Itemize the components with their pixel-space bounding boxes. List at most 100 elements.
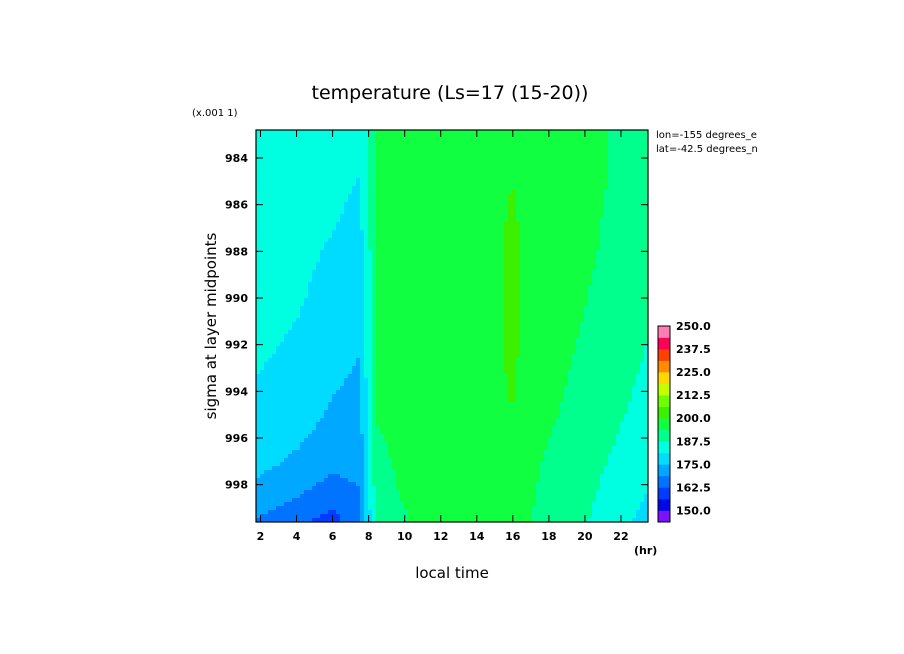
contour-cell [408, 198, 413, 203]
contour-cell [420, 130, 425, 135]
contour-cell [432, 254, 437, 259]
contour-cell [504, 218, 509, 223]
contour-cell [608, 194, 613, 199]
contour-cell [408, 162, 413, 167]
contour-cell [448, 166, 453, 171]
contour-cell [352, 254, 357, 259]
contour-cell [508, 282, 513, 287]
contour-cell [384, 286, 389, 291]
contour-cell [576, 174, 581, 179]
contour-cell [640, 210, 645, 215]
contour-cell [624, 326, 629, 331]
contour-cell [356, 142, 361, 147]
contour-cell [596, 174, 601, 179]
contour-cell [472, 134, 477, 139]
contour-cell [420, 326, 425, 331]
contour-cell [292, 266, 297, 271]
contour-cell [436, 230, 441, 235]
contour-cell [308, 282, 313, 287]
contour-cell [332, 222, 337, 227]
contour-cell [340, 174, 345, 179]
contour-cell [280, 238, 285, 243]
contour-cell [384, 294, 389, 299]
contour-cell [392, 326, 397, 331]
contour-cell [420, 258, 425, 263]
contour-cell [600, 202, 605, 207]
contour-cell [260, 222, 265, 227]
contour-cell [536, 294, 541, 299]
contour-cell [584, 254, 589, 259]
contour-cell [260, 330, 265, 335]
contour-cell [260, 142, 265, 147]
contour-cell [548, 238, 553, 243]
contour-cell [604, 230, 609, 235]
contour-cell [368, 294, 373, 299]
contour-cell [564, 174, 569, 179]
contour-cell [300, 306, 305, 311]
contour-cell [340, 306, 345, 311]
contour-cell [468, 302, 473, 307]
contour-cell [412, 242, 417, 247]
contour-cell [604, 286, 609, 291]
contour-cell [452, 302, 457, 307]
contour-cell [464, 330, 469, 335]
contour-cell [576, 130, 581, 135]
contour-cell [580, 214, 585, 219]
contour-cell [580, 242, 585, 247]
contour-cell [404, 130, 409, 135]
contour-cell [272, 130, 277, 135]
contour-cell [464, 302, 469, 307]
contour-cell [504, 330, 509, 335]
contour-cell [612, 318, 617, 323]
contour-cell [272, 298, 277, 303]
contour-cell [312, 278, 317, 283]
contour-cell [432, 134, 437, 139]
contour-cell [564, 242, 569, 247]
contour-cell [256, 254, 261, 259]
contour-cell [552, 282, 557, 287]
contour-cell [620, 222, 625, 227]
contour-cell [544, 322, 549, 327]
contour-cell [356, 138, 361, 143]
contour-cell [592, 318, 597, 323]
contour-cell [516, 234, 521, 239]
contour-cell [488, 290, 493, 295]
contour-cell [292, 134, 297, 139]
contour-cell [316, 182, 321, 187]
contour-cell [456, 298, 461, 303]
contour-cell [596, 182, 601, 187]
contour-cell [372, 250, 377, 255]
contour-cell [372, 222, 377, 227]
contour-cell [352, 130, 357, 135]
contour-cell [544, 298, 549, 303]
contour-cell [308, 266, 313, 271]
contour-cell [620, 242, 625, 247]
contour-cell [624, 270, 629, 275]
contour-cell [492, 266, 497, 271]
contour-cell [272, 306, 277, 311]
contour-cell [324, 186, 329, 191]
contour-cell [268, 262, 273, 267]
contour-cell [332, 270, 337, 275]
contour-cell [404, 162, 409, 167]
contour-cell [268, 226, 273, 231]
contour-cell [472, 270, 477, 275]
contour-cell [408, 222, 413, 227]
contour-cell [280, 298, 285, 303]
contour-cell [340, 178, 345, 183]
contour-cell [632, 146, 637, 151]
contour-cell [456, 294, 461, 299]
contour-cell [532, 246, 537, 251]
contour-cell [464, 178, 469, 183]
contour-cell [572, 258, 577, 263]
contour-cell [632, 262, 637, 267]
contour-cell [496, 230, 501, 235]
contour-cell [508, 218, 513, 223]
contour-cell [368, 318, 373, 323]
contour-cell [356, 182, 361, 187]
contour-cell [264, 294, 269, 299]
contour-cell [332, 174, 337, 179]
contour-cell [452, 282, 457, 287]
contour-cell [468, 306, 473, 311]
contour-cell [504, 238, 509, 243]
